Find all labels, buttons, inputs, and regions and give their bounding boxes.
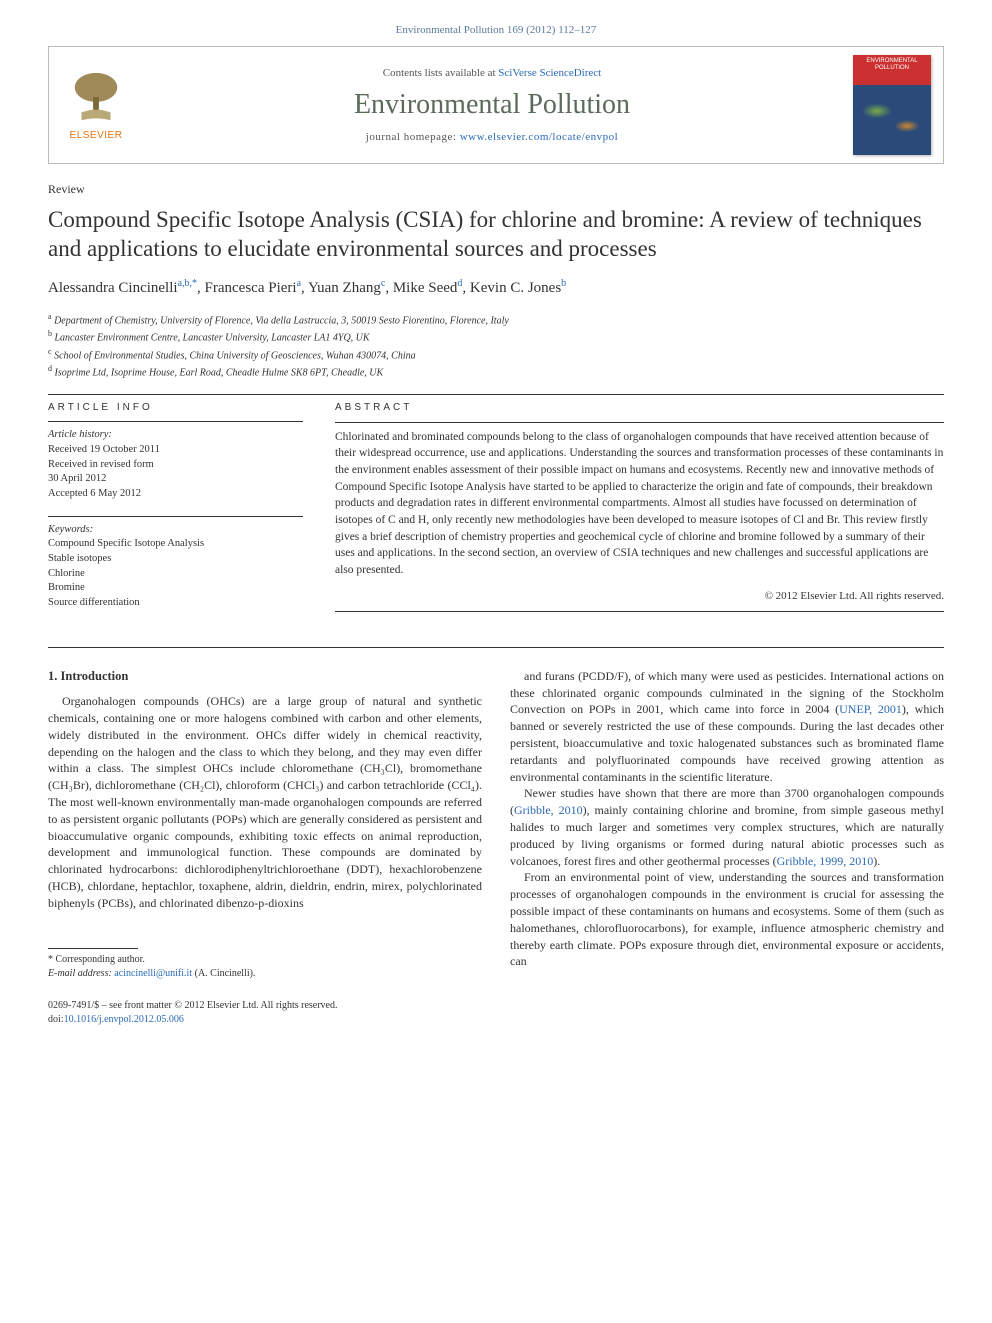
journal-header-box: ELSEVIER Contents lists available at Sci…: [48, 46, 944, 164]
sciencedirect-link[interactable]: SciVerse ScienceDirect: [498, 67, 601, 79]
divider: [48, 421, 303, 422]
email-author-name: (A. Cincinelli).: [195, 968, 256, 979]
elsevier-label: ELSEVIER: [70, 130, 123, 141]
article-info-heading: ARTICLE INFO: [48, 401, 303, 415]
keywords-label: Keywords:: [48, 523, 303, 538]
divider: [48, 394, 944, 395]
keyword: Source differentiation: [48, 596, 303, 611]
divider: [335, 611, 944, 612]
doi-line: doi:10.1016/j.envpol.2012.05.006: [48, 1013, 944, 1027]
body-paragraph: From an environmental point of view, und…: [510, 869, 944, 970]
divider: [48, 647, 944, 648]
journal-name: Environmental Pollution: [131, 89, 853, 121]
divider: [335, 422, 944, 423]
journal-reference: Environmental Pollution 169 (2012) 112–1…: [48, 24, 944, 36]
author: Yuan Zhangc: [308, 280, 385, 296]
email-label: E-mail address:: [48, 968, 112, 979]
keywords-block: Keywords: Compound Specific Isotope Anal…: [48, 523, 303, 611]
citation-link[interactable]: Gribble, 2010: [514, 803, 583, 817]
article-type: Review: [48, 182, 944, 197]
abstract-column: ABSTRACT Chlorinated and brominated comp…: [335, 401, 944, 625]
footer-copyright: 0269-7491/$ – see front matter © 2012 El…: [48, 999, 944, 1013]
revised-line2: 30 April 2012: [48, 472, 303, 487]
article-history: Article history: Received 19 October 201…: [48, 428, 303, 501]
body-paragraph: and furans (PCDD/F), of which many were …: [510, 668, 944, 786]
history-label: Article history:: [48, 428, 303, 443]
cover-label: ENVIRONMENTAL POLLUTION: [856, 58, 928, 71]
body-paragraph: Newer studies have shown that there are …: [510, 785, 944, 869]
article-info-column: ARTICLE INFO Article history: Received 1…: [48, 401, 303, 625]
contents-prefix: Contents lists available at: [383, 67, 498, 79]
page-footer: 0269-7491/$ – see front matter © 2012 El…: [48, 999, 944, 1027]
doi-prefix: doi:: [48, 1014, 64, 1025]
affiliation: b Lancaster Environment Centre, Lancaste…: [48, 328, 944, 345]
journal-header-center: Contents lists available at SciVerse Sci…: [131, 67, 853, 143]
doi-link[interactable]: 10.1016/j.envpol.2012.05.006: [64, 1014, 184, 1025]
body-paragraph: Organohalogen compounds (OHCs) are a lar…: [48, 693, 482, 911]
email-link[interactable]: acincinelli@unifi.it: [114, 968, 192, 979]
homepage-prefix: journal homepage:: [366, 131, 460, 143]
author: Alessandra Cincinellia,b,*: [48, 280, 197, 296]
affiliation: d Isoprime Ltd, Isoprime House, Earl Roa…: [48, 363, 944, 380]
keyword: Chlorine: [48, 567, 303, 582]
copyright-line: © 2012 Elsevier Ltd. All rights reserved…: [335, 589, 944, 605]
divider: [48, 516, 303, 517]
author: Kevin C. Jonesb: [470, 280, 566, 296]
affiliation: c School of Environmental Studies, China…: [48, 346, 944, 363]
author: Mike Seedd: [393, 280, 463, 296]
article-title: Compound Specific Isotope Analysis (CSIA…: [48, 205, 944, 264]
elsevier-logo[interactable]: ELSEVIER: [61, 70, 131, 141]
keyword: Compound Specific Isotope Analysis: [48, 537, 303, 552]
affiliation: a Department of Chemistry, University of…: [48, 311, 944, 328]
body-text: 1. Introduction Organohalogen compounds …: [48, 668, 944, 981]
author: Francesca Pieria: [205, 280, 302, 296]
abstract-heading: ABSTRACT: [335, 401, 944, 416]
section-heading: 1. Introduction: [48, 668, 482, 686]
homepage-link[interactable]: www.elsevier.com/locate/envpol: [460, 131, 618, 143]
corresponding-author: * Corresponding author.: [48, 953, 482, 967]
info-abstract-row: ARTICLE INFO Article history: Received 1…: [48, 401, 944, 625]
citation-link[interactable]: UNEP, 2001: [839, 702, 902, 716]
citation-link[interactable]: Gribble, 1999, 2010: [777, 854, 874, 868]
keyword: Bromine: [48, 581, 303, 596]
elsevier-tree-icon: [67, 70, 125, 128]
email-line: E-mail address: acincinelli@unifi.it (A.…: [48, 967, 482, 981]
revised-line1: Received in revised form: [48, 458, 303, 473]
contents-available-line: Contents lists available at SciVerse Sci…: [131, 67, 853, 79]
accepted-date: Accepted 6 May 2012: [48, 487, 303, 502]
footnote-block: * Corresponding author. E-mail address: …: [48, 953, 482, 981]
journal-homepage-line: journal homepage: www.elsevier.com/locat…: [131, 131, 853, 143]
keyword: Stable isotopes: [48, 552, 303, 567]
footnote-separator: [48, 948, 138, 949]
author-list: Alessandra Cincinellia,b,*, Francesca Pi…: [48, 278, 944, 297]
journal-cover-thumbnail[interactable]: ENVIRONMENTAL POLLUTION: [853, 55, 931, 155]
affiliations: a Department of Chemistry, University of…: [48, 311, 944, 380]
received-date: Received 19 October 2011: [48, 443, 303, 458]
abstract-text: Chlorinated and brominated compounds bel…: [335, 429, 944, 579]
